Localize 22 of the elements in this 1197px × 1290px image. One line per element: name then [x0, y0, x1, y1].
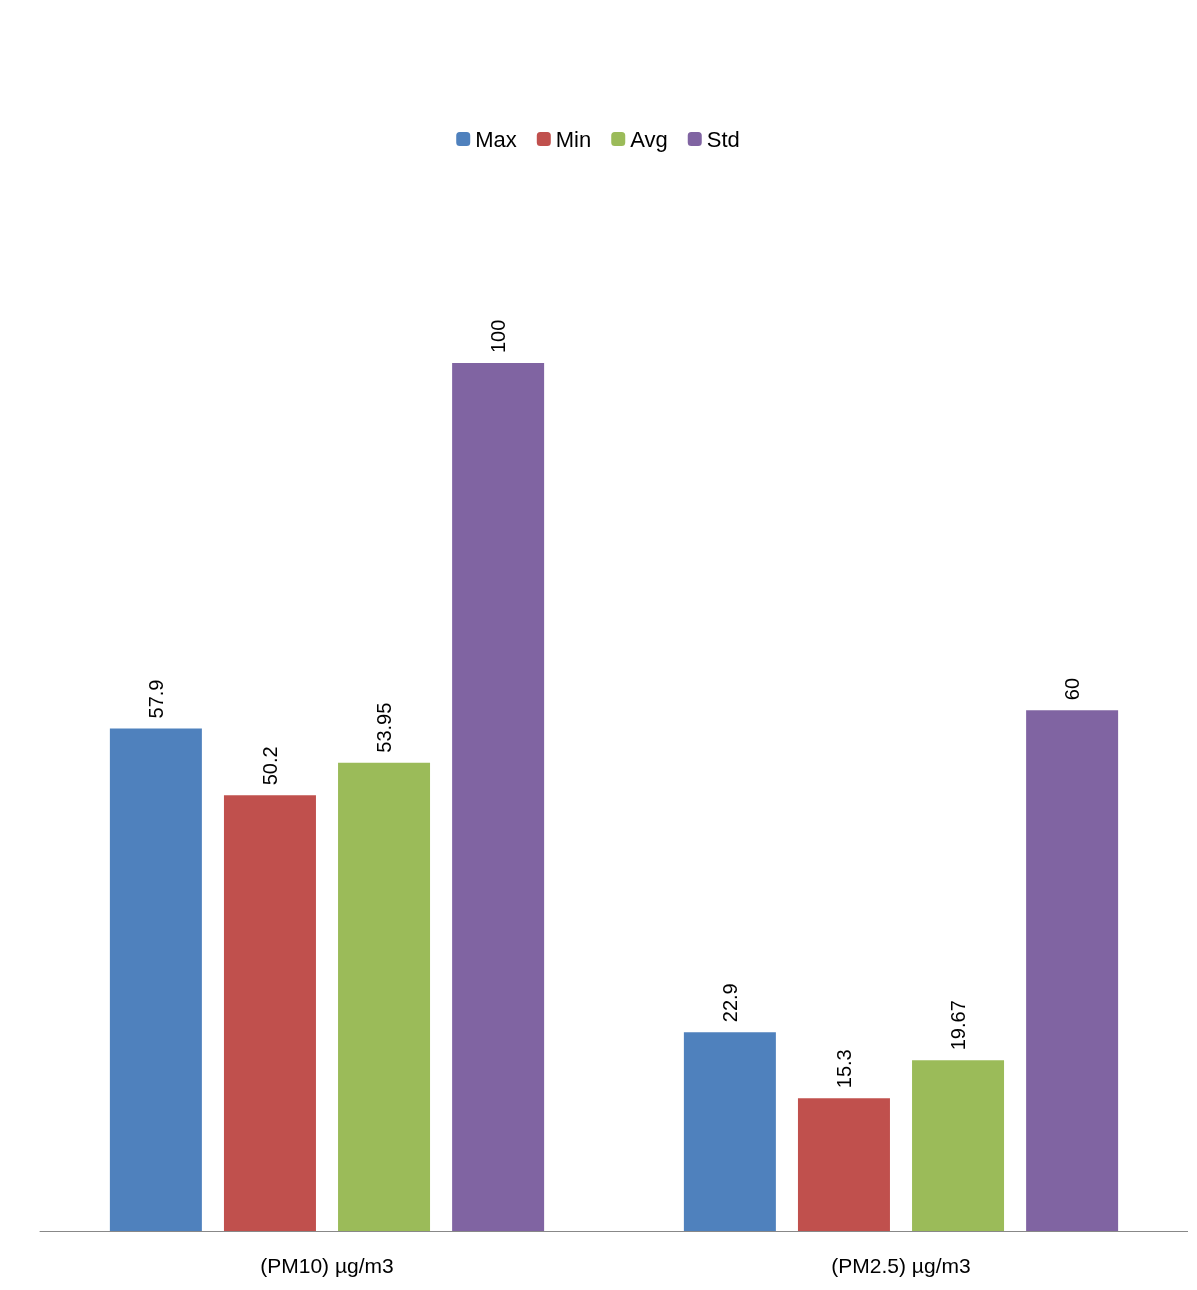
- legend-label: Avg: [630, 126, 668, 152]
- bar: [797, 1098, 890, 1231]
- legend-label: Max: [475, 126, 517, 152]
- bar: [338, 762, 431, 1231]
- legend-label: Min: [555, 126, 592, 152]
- data-label: 22.9: [718, 983, 741, 1023]
- x-tick-label: (PM2.5) µg/m3: [831, 1254, 971, 1277]
- data-label: 19.67: [947, 1000, 970, 1051]
- data-label: 15.3: [832, 1049, 855, 1089]
- bar: [109, 728, 202, 1231]
- data-label: 60: [1061, 677, 1084, 701]
- bar: [912, 1060, 1005, 1231]
- bar: [452, 363, 545, 1231]
- bar: [1026, 710, 1119, 1231]
- bar: [683, 1032, 776, 1231]
- bar: [223, 795, 316, 1231]
- legend-label: Std: [706, 126, 740, 152]
- data-label: 53.95: [373, 702, 396, 753]
- data-label: 100: [487, 319, 510, 353]
- data-label: 57.9: [144, 679, 167, 719]
- data-label: 50.2: [258, 746, 281, 786]
- x-tick-label: (PM10) µg/m3: [260, 1254, 394, 1277]
